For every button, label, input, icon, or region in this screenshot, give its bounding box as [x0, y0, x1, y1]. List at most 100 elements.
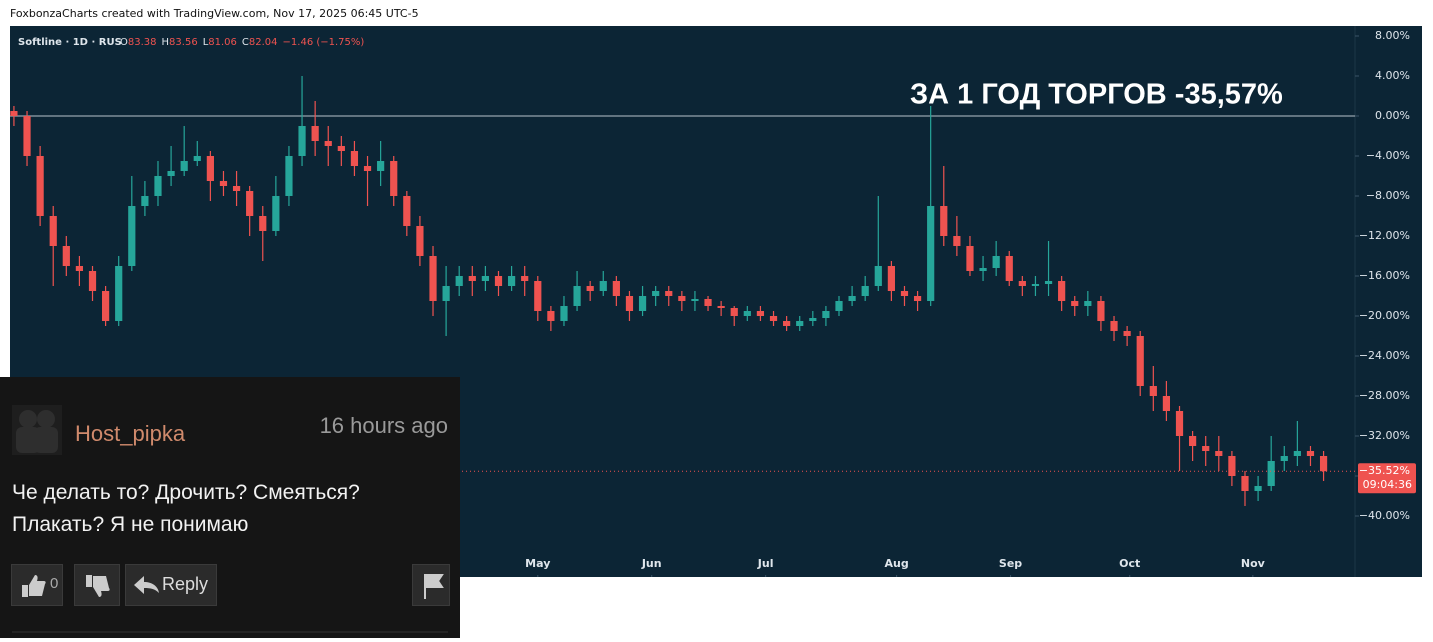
- candle-body: [913, 296, 922, 301]
- x-tick-label: Oct: [1119, 557, 1140, 570]
- candle-body: [809, 318, 817, 321]
- candle-body: [1123, 331, 1131, 336]
- candle-body: [796, 321, 804, 326]
- candle-body: [861, 286, 869, 296]
- candle-body: [927, 206, 935, 301]
- candle-body: [180, 161, 188, 171]
- candle-body: [966, 246, 974, 271]
- candle-body: [193, 156, 201, 161]
- candle-body: [652, 291, 660, 296]
- candle-body: [1319, 456, 1328, 472]
- candle-body: [494, 276, 503, 286]
- candle-body: [363, 166, 372, 171]
- candle-body: [848, 296, 856, 301]
- comment-line: Плакать? Я не понимаю: [12, 513, 249, 536]
- candle-body: [1306, 451, 1315, 456]
- candle-body: [232, 186, 241, 191]
- candle-body: [403, 196, 411, 226]
- y-tick-label: −4.00%: [1366, 149, 1410, 162]
- y-tick-label: 4.00%: [1375, 69, 1410, 82]
- candle-body: [154, 176, 162, 196]
- candle-body: [1149, 386, 1157, 396]
- candle-body: [612, 281, 620, 296]
- candle-body: [678, 296, 686, 301]
- annotation: ЗА 1 ГОД ТОРГОВ -35,57%: [910, 79, 1283, 111]
- user-name[interactable]: Host_pipka: [75, 421, 186, 446]
- candle-body: [167, 171, 175, 176]
- like-button[interactable]: 0: [11, 564, 63, 606]
- candle-body: [1254, 486, 1262, 491]
- candle-body: [1110, 321, 1118, 331]
- y-tick-label: −12.00%: [1359, 229, 1410, 242]
- candle-body: [1162, 396, 1171, 411]
- candle-body: [534, 281, 542, 311]
- candle-body: [521, 276, 529, 281]
- candle-body: [246, 191, 254, 216]
- candle-body: [874, 266, 882, 286]
- candle-body: [455, 276, 463, 286]
- reply-label: Reply: [162, 574, 209, 594]
- candle-body: [625, 296, 634, 311]
- y-tick-label: −20.00%: [1359, 309, 1410, 322]
- candle-body: [416, 226, 424, 256]
- candle-body: [940, 206, 948, 236]
- candle-body: [1175, 411, 1184, 436]
- candle-body: [429, 256, 437, 301]
- candle-body: [36, 156, 44, 216]
- candle-body: [206, 156, 214, 181]
- candle-body: [783, 321, 791, 326]
- ohlc-key: L: [203, 37, 209, 48]
- candle-body: [665, 291, 673, 296]
- x-tick-label: Nov: [1241, 557, 1266, 570]
- comment-time: 16 hours ago: [319, 413, 448, 438]
- candle-body: [311, 126, 319, 141]
- candle-body: [49, 216, 57, 246]
- candle-body: [979, 268, 987, 271]
- y-tick-label: 0.00%: [1375, 109, 1410, 122]
- ohlc-key: C: [242, 37, 249, 48]
- candle-body: [10, 111, 18, 116]
- candle-body: [1031, 284, 1040, 286]
- y-tick-label: 8.00%: [1375, 29, 1410, 42]
- candle-body: [992, 256, 1000, 268]
- candle-body: [1058, 281, 1066, 301]
- candle-body: [887, 266, 895, 291]
- y-tick-label: −8.00%: [1366, 189, 1410, 202]
- candle-body: [953, 236, 961, 246]
- change: −1.46 (−1.75%): [283, 37, 365, 48]
- countdown: 09:04:36: [1363, 478, 1412, 491]
- candle-body: [835, 301, 843, 311]
- candle-body: [1293, 451, 1301, 456]
- candle-body: [88, 271, 97, 291]
- candle-body: [1280, 456, 1288, 461]
- candle-body: [573, 286, 581, 306]
- flag-button[interactable]: [412, 564, 450, 606]
- candle-body: [1241, 476, 1249, 491]
- candle-body: [822, 311, 830, 318]
- candle-body: [468, 276, 476, 281]
- candle-body: [62, 246, 70, 266]
- dislike-button[interactable]: [74, 564, 120, 606]
- candle-body: [756, 311, 765, 316]
- candle-body: [23, 116, 31, 156]
- x-tick-label: Jul: [757, 557, 774, 570]
- header: FoxbonzaCharts created with TradingView.…: [10, 7, 419, 20]
- y-tick-label: −24.00%: [1359, 349, 1410, 362]
- ohlc-key: H: [162, 37, 170, 48]
- candle-body: [1189, 436, 1197, 446]
- candle-body: [638, 296, 647, 311]
- candle-body: [586, 286, 594, 291]
- reply-button[interactable]: Reply: [125, 564, 217, 606]
- candle-body: [350, 151, 359, 166]
- ohlc-key: O: [120, 37, 128, 48]
- ohlc-legend: O83.38 H83.56 L81.06 C82.04 −1.46 (−1.75%): [120, 37, 364, 48]
- comment-line: Че делать то? Дрочить? Смеяться?: [12, 481, 360, 504]
- candle-body: [599, 281, 607, 291]
- last-price-label: −35.52%: [1359, 464, 1410, 477]
- candle-body: [1136, 336, 1144, 386]
- comment: Host_pipka 16 hours ago Че делать то? Др…: [0, 377, 460, 638]
- x-tick-label: May: [525, 557, 550, 570]
- candle-body: [115, 266, 123, 321]
- y-tick-label: −28.00%: [1359, 389, 1410, 402]
